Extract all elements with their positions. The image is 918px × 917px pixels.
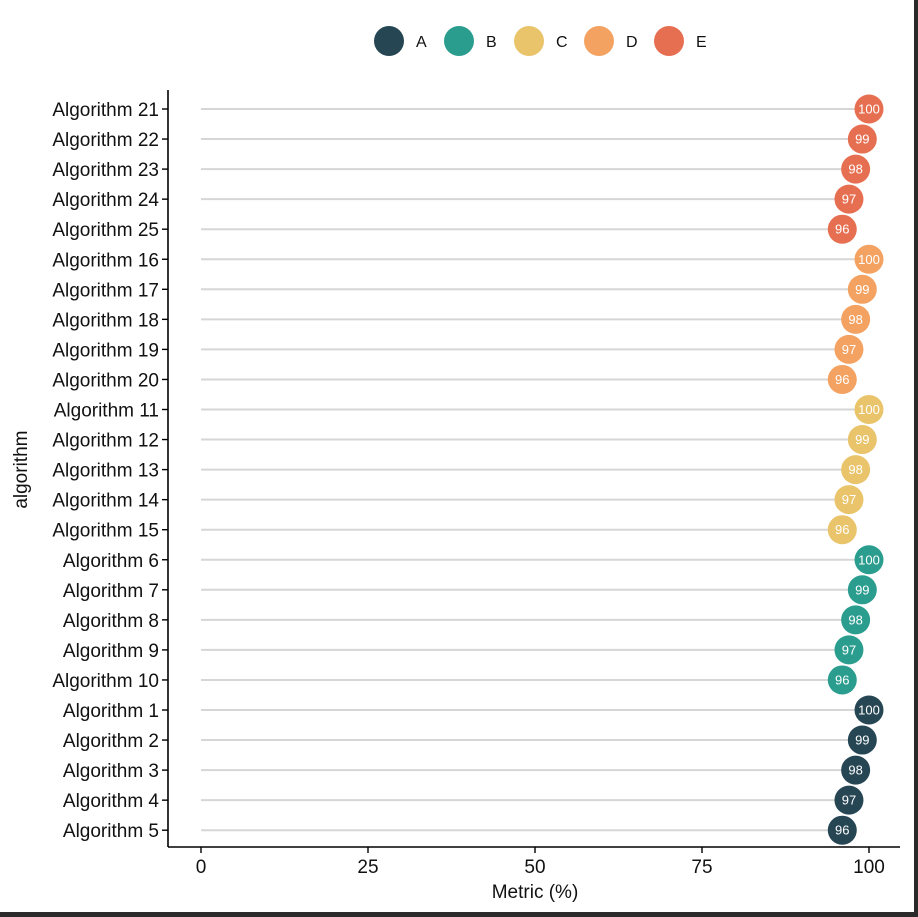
data-point — [827, 364, 857, 394]
legend-label-e: E — [696, 34, 707, 51]
data-point — [834, 635, 864, 665]
point-value-label: 96 — [835, 372, 849, 387]
point-value-label: 100 — [858, 703, 880, 718]
data-point — [841, 755, 871, 785]
x-tick-label: 100 — [853, 857, 885, 878]
y-tick-label: Algorithm 17 — [52, 280, 159, 301]
point-value-label: 97 — [842, 342, 856, 357]
point-value-label: 98 — [848, 763, 862, 778]
y-tick-label: Algorithm 18 — [52, 310, 159, 331]
data-point — [827, 815, 857, 845]
y-tick-label: Algorithm 2 — [63, 731, 159, 752]
legend: A B C D E — [374, 26, 707, 56]
data-point — [834, 184, 864, 214]
point-value-label: 98 — [848, 162, 862, 177]
data-point — [834, 785, 864, 815]
data-point — [854, 695, 884, 725]
point-value-label: 99 — [855, 582, 869, 597]
y-tick-label: Algorithm 15 — [52, 521, 159, 542]
legend-label-c: C — [556, 34, 568, 51]
y-tick-label: Algorithm 13 — [52, 461, 159, 482]
point-value-label: 99 — [855, 432, 869, 447]
point-value-label: 98 — [848, 462, 862, 477]
x-tick-label: 75 — [691, 857, 712, 878]
points: 100 99 98 97 96 100 99 98 97 96 100 99 98 97 96 100 99 98… — [827, 94, 884, 845]
y-tick-label: Algorithm 11 — [54, 401, 159, 422]
y-tick-label: Algorithm 25 — [52, 220, 159, 241]
point-value-label: 96 — [835, 823, 849, 838]
y-tick-label: Algorithm 7 — [63, 581, 159, 602]
data-point — [847, 575, 877, 605]
y-tick-label: Algorithm 3 — [63, 761, 159, 782]
point-value-label: 97 — [842, 793, 856, 808]
point-value-label: 97 — [842, 642, 856, 657]
data-point — [827, 214, 857, 244]
data-point — [841, 605, 871, 635]
data-point — [854, 395, 884, 424]
data-point — [847, 725, 877, 755]
legend-key-c — [514, 26, 544, 56]
y-tick-label: Algorithm 12 — [52, 431, 159, 452]
point-value-label: 99 — [855, 733, 869, 748]
data-point — [841, 304, 871, 334]
point-value-label: 96 — [835, 222, 849, 237]
y-axis-ticks: Algorithm 21 Algorithm 22 Algorithm 23 Algo… — [52, 100, 168, 842]
y-tick-label: Algorithm 1 — [63, 701, 159, 722]
y-tick-label: Algorithm 9 — [63, 641, 159, 662]
x-axis-title: Metric (%) — [492, 882, 579, 903]
y-tick-label: Algorithm 14 — [52, 491, 159, 512]
legend-key-e — [654, 26, 684, 56]
point-value-label: 98 — [848, 312, 862, 327]
y-tick-label: Algorithm 19 — [52, 340, 159, 361]
y-tick-label: Algorithm 24 — [52, 190, 159, 211]
point-value-label: 100 — [858, 252, 880, 267]
data-point — [834, 485, 864, 515]
y-tick-label: Algorithm 23 — [52, 160, 159, 181]
data-point — [847, 425, 877, 455]
point-value-label: 98 — [848, 612, 862, 627]
point-value-label: 100 — [858, 552, 880, 567]
y-tick-label: Algorithm 4 — [63, 791, 160, 812]
data-point — [834, 334, 864, 364]
data-point — [841, 154, 871, 184]
point-value-label: 97 — [842, 192, 856, 207]
y-tick-label: Algorithm 21 — [52, 100, 159, 121]
data-point — [854, 545, 884, 575]
point-value-label: 99 — [855, 282, 869, 297]
point-value-label: 96 — [835, 522, 849, 537]
point-value-label: 96 — [835, 672, 849, 687]
data-point — [854, 94, 884, 124]
data-point — [847, 274, 877, 304]
data-point — [841, 455, 871, 485]
y-tick-label: Algorithm 6 — [63, 551, 159, 572]
legend-label-d: D — [626, 34, 638, 51]
legend-label-b: B — [486, 34, 497, 51]
data-point — [854, 244, 884, 274]
point-value-label: 97 — [842, 492, 856, 507]
legend-label-a: A — [416, 34, 427, 51]
x-tick-label: 0 — [196, 857, 207, 878]
point-value-label: 99 — [855, 132, 869, 147]
y-tick-label: Algorithm 5 — [63, 821, 159, 842]
y-tick-label: Algorithm 10 — [52, 671, 159, 692]
y-tick-label: Algorithm 20 — [52, 370, 159, 391]
stems — [201, 108, 869, 832]
y-axis-title: algorithm — [11, 431, 32, 509]
y-tick-label: Algorithm 16 — [52, 250, 159, 271]
data-point — [827, 515, 857, 545]
legend-key-b — [444, 26, 474, 56]
data-point — [847, 124, 877, 154]
x-tick-label: 50 — [524, 857, 545, 878]
point-value-label: 100 — [858, 102, 880, 117]
y-tick-label: Algorithm 8 — [63, 611, 159, 632]
data-point — [827, 665, 857, 695]
point-value-label: 100 — [858, 402, 880, 417]
legend-key-d — [584, 26, 614, 56]
x-axis-ticks: 0 25 50 75 100 — [196, 847, 885, 878]
y-tick-label: Algorithm 22 — [52, 130, 159, 151]
legend-key-a — [374, 26, 404, 56]
x-tick-label: 25 — [357, 857, 378, 878]
